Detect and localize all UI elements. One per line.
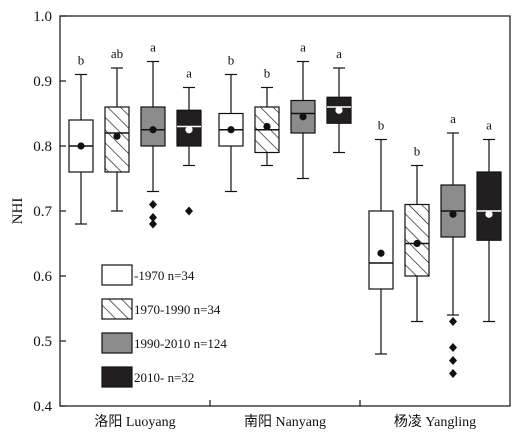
legend-swatch [101,332,133,354]
x-axis: 洛阳 Luoyang 南阳 Nanyang 杨凌 Yangling [94,400,476,430]
legend-label: 1990-2010 n=124 [134,336,227,351]
mean-dot [449,210,457,218]
box-3-1: a [326,46,352,154]
significance-label: ab [111,46,123,61]
box-3-0: a [176,66,202,216]
mean-dot [299,113,307,121]
y-tick-label: 0.7 [33,204,52,220]
mean-dot [113,132,121,140]
significance-label: a [150,40,156,55]
mean-dot [377,249,385,257]
significance-label: a [486,118,492,133]
box-2-0: a [140,40,166,229]
outlier-point [449,356,457,365]
legend-label: -1970 n=34 [134,268,195,283]
box-2-2: a [440,111,466,378]
significance-label: a [186,66,192,81]
significance-label: b [264,66,271,81]
y-tick-label: 0.5 [33,334,52,350]
outlier-point [149,200,157,209]
box-3-2: a [476,118,502,323]
box-0-0: b [68,53,94,225]
y-axis: 0.4 0.5 0.6 0.7 0.8 0.9 1.0 [33,9,66,415]
mean-dot [263,122,271,131]
significance-label: b [78,53,85,68]
mean-dot [77,142,85,150]
box-1-1: b [254,66,280,167]
mean-dot [485,210,493,218]
legend-label: 2010- n=32 [134,370,194,385]
legend-label: 1970-1990 n=34 [134,302,221,317]
outlier-point [449,343,457,352]
mean-dot [185,126,193,134]
mean-dot [149,126,157,134]
y-tick-label: 0.8 [33,139,52,155]
y-tick-label: 1.0 [33,9,52,25]
box-iqr [476,171,502,241]
significance-label: a [450,111,456,126]
outlier-point [449,369,457,378]
x-category-label: 杨凌 Yangling [394,414,476,430]
box-1-2: b [404,144,430,323]
mean-dot [335,106,343,114]
x-category-label: 南阳 Nanyang [244,414,326,430]
y-tick-label: 0.4 [33,399,52,415]
y-tick-label: 0.9 [33,74,52,90]
legend-swatch [101,264,133,286]
significance-label: b [228,53,235,68]
significance-label: a [300,40,306,55]
box-2-1: a [290,40,316,180]
y-tick-label: 0.6 [33,269,52,285]
mean-dot [413,239,421,248]
legend: -1970 n=34 1970-1990 n=34 1990-2010 n=124 2… [101,264,227,388]
box-iqr [404,203,430,277]
outlier-point [449,317,457,326]
box-series: b b b ab b b a a a a a a [68,40,502,378]
outlier-point [149,219,157,229]
box-1-0: ab [104,46,130,212]
legend-swatch [101,298,133,320]
box-0-1: b [218,53,244,193]
significance-label: b [378,118,385,133]
y-axis-label: NHI [10,198,26,225]
outlier-point [149,213,157,222]
significance-label: a [336,46,342,61]
significance-label: b [414,144,421,159]
legend-swatch [101,366,133,388]
box-0-2: b [368,118,394,355]
outlier-point [185,206,193,216]
x-category-label: 洛阳 Luoyang [94,414,175,430]
mean-dot [227,126,235,134]
